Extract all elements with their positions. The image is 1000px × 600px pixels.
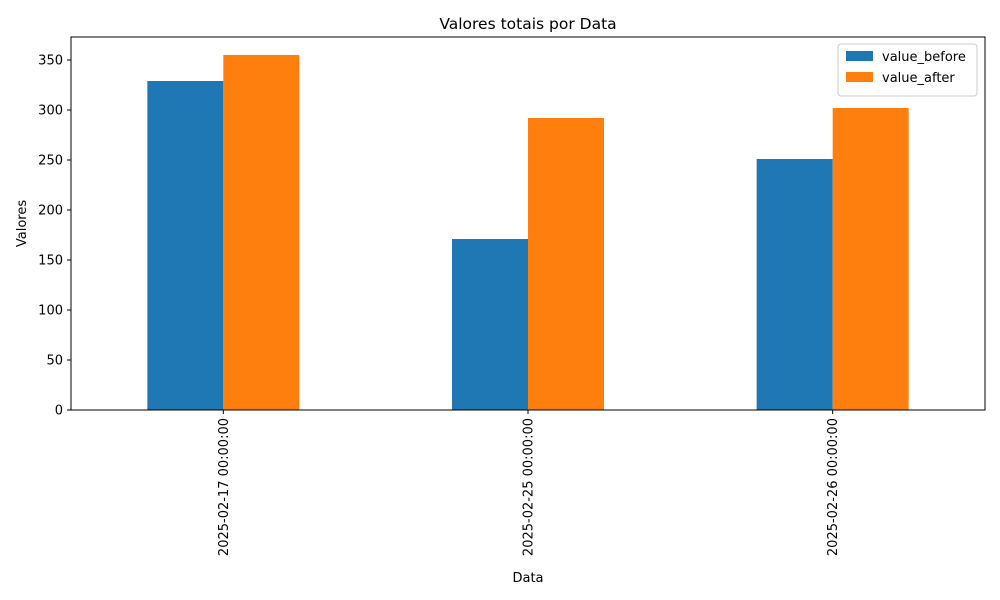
legend-swatch-value_after xyxy=(846,72,873,82)
x-axis: 2025-02-17 00:00:00 2025-02-25 00:00:00 20… xyxy=(217,410,841,556)
y-tick-label: 0 xyxy=(55,404,63,419)
plot-frame xyxy=(70,36,986,411)
y-axis: 0 50 100 150 200 250 300 350 xyxy=(38,54,71,419)
bar-value_after-1 xyxy=(223,55,300,410)
legend-label-value_after: value_after xyxy=(882,71,955,86)
y-tick-label: 300 xyxy=(38,104,63,119)
y-tick-label: 100 xyxy=(38,304,63,319)
bar-value_before-1 xyxy=(147,81,224,410)
legend-label-value_before: value_before xyxy=(882,50,966,65)
y-tick-label: 250 xyxy=(38,154,63,169)
x-axis-label: Data xyxy=(512,571,543,586)
bar-value_after-2 xyxy=(528,118,604,410)
legend: value_before value_after xyxy=(837,43,978,97)
bar-value_before-3 xyxy=(756,159,833,410)
y-tick-label: 350 xyxy=(38,54,63,69)
x-tick-label: 2025-02-17 00:00:00 xyxy=(217,418,232,556)
y-tick-label: 200 xyxy=(38,204,63,219)
bar-value_before-2 xyxy=(452,239,528,410)
x-tick-label: 2025-02-26 00:00:00 xyxy=(826,418,841,556)
chart-title: Valores totais por Data xyxy=(439,15,616,33)
x-tick-label: 2025-02-25 00:00:00 xyxy=(522,418,537,556)
y-tick-label: 150 xyxy=(38,254,63,269)
y-axis-label: Valores xyxy=(15,200,30,247)
bars-layer xyxy=(147,55,909,410)
legend-swatch-value_before xyxy=(846,51,873,61)
y-tick-label: 50 xyxy=(46,354,63,369)
bar-value_after-3 xyxy=(832,108,909,410)
